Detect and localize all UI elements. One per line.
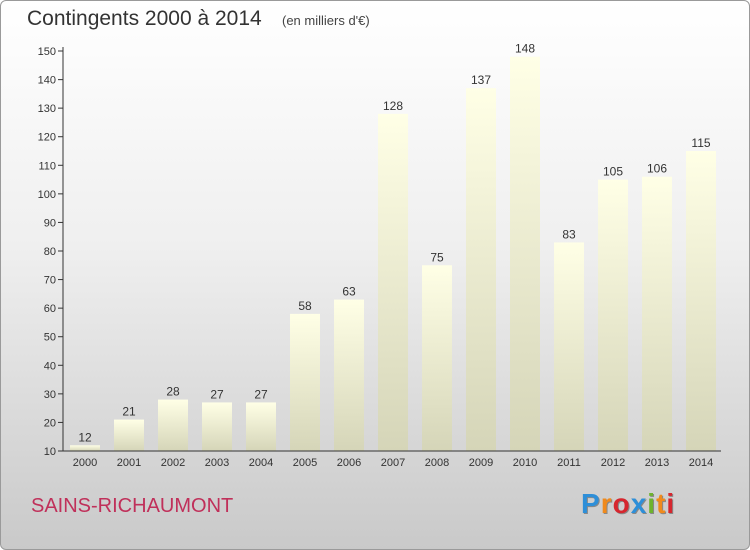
axes-group <box>58 47 721 452</box>
x-tick-label: 2003 <box>205 457 229 469</box>
bar <box>202 402 232 451</box>
bar <box>378 113 408 451</box>
bar-value-label: 115 <box>691 136 710 150</box>
bar-value-label: 75 <box>430 250 444 264</box>
bar <box>642 176 672 451</box>
bar-value-label: 106 <box>647 162 667 176</box>
x-tick-label: 2006 <box>337 457 361 469</box>
y-tick-label: 60 <box>44 303 56 315</box>
y-tick-label: 10 <box>44 446 56 458</box>
bar <box>334 299 364 451</box>
bar-value-label: 21 <box>122 405 136 419</box>
y-tick-label: 90 <box>44 217 56 229</box>
logo-letter: P <box>581 488 601 519</box>
bar <box>114 419 144 451</box>
x-tick-label: 2008 <box>425 457 449 469</box>
bar <box>70 445 100 451</box>
x-tick-label: 2014 <box>689 457 713 469</box>
y-tick-label: 30 <box>44 389 56 401</box>
x-tick-label: 2011 <box>557 457 581 469</box>
x-tick-label: 2013 <box>645 457 669 469</box>
y-tick-label: 40 <box>44 360 56 372</box>
bar <box>510 56 540 451</box>
chart-subtitle: (en milliers d'€) <box>282 13 370 28</box>
bar-value-label: 128 <box>383 99 403 113</box>
bar-value-label: 105 <box>603 165 623 179</box>
x-tick-label: 2000 <box>73 457 97 469</box>
y-tick-label: 120 <box>38 132 56 144</box>
y-tick-label: 50 <box>44 332 56 344</box>
bars-group <box>70 56 716 452</box>
bar-value-label: 58 <box>298 299 312 313</box>
x-tick-label: 2004 <box>249 457 273 469</box>
bar-value-label: 137 <box>471 73 491 87</box>
x-tick-label: 2002 <box>161 457 185 469</box>
x-tick-label: 2009 <box>469 457 493 469</box>
chart-title: Contingents 2000 à 2014 <box>27 7 262 30</box>
x-tick-label: 2007 <box>381 457 405 469</box>
logo-letter: t <box>656 488 667 519</box>
logo-letter: o <box>612 488 631 519</box>
proxiti-logo: Proxiti <box>581 488 675 520</box>
commune-name: SAINS-RICHAUMONT <box>31 495 234 517</box>
bar-value-label: 148 <box>515 42 535 56</box>
y-tick-label: 130 <box>38 103 56 115</box>
y-tick-label: 140 <box>38 75 56 87</box>
bar-value-label: 28 <box>166 385 180 399</box>
y-tick-label: 110 <box>38 160 56 172</box>
bar <box>598 179 628 452</box>
bar-value-label: 63 <box>342 285 356 299</box>
x-tick-label: 2005 <box>293 457 317 469</box>
bar <box>686 151 716 451</box>
y-tick-label: 100 <box>38 189 56 201</box>
bar <box>246 402 276 451</box>
bar <box>554 242 584 451</box>
bar-value-label: 27 <box>254 387 268 401</box>
logo-letter: x <box>630 488 648 519</box>
y-tick-label: 70 <box>44 275 56 287</box>
x-tick-label: 2012 <box>601 457 625 469</box>
labels-group: 10 20 30 40 50 60 70 80 90 100 110 120 130 140 150 12 20… <box>38 42 714 469</box>
logo-letter: r <box>600 488 613 519</box>
logo-letter: i <box>647 488 657 519</box>
x-tick-label: 2001 <box>117 457 141 469</box>
y-tick-label: 80 <box>44 246 56 258</box>
bar <box>158 399 188 451</box>
bar <box>466 88 496 452</box>
bar-value-label: 27 <box>210 387 224 401</box>
bar-value-label: 12 <box>78 430 92 444</box>
bar-value-label: 83 <box>562 227 576 241</box>
bar <box>290 313 320 451</box>
y-tick-label: 20 <box>44 417 56 429</box>
logo-letter: i <box>666 488 676 519</box>
x-tick-label: 2010 <box>513 457 537 469</box>
bar <box>422 265 452 451</box>
y-tick-label: 150 <box>38 46 56 58</box>
